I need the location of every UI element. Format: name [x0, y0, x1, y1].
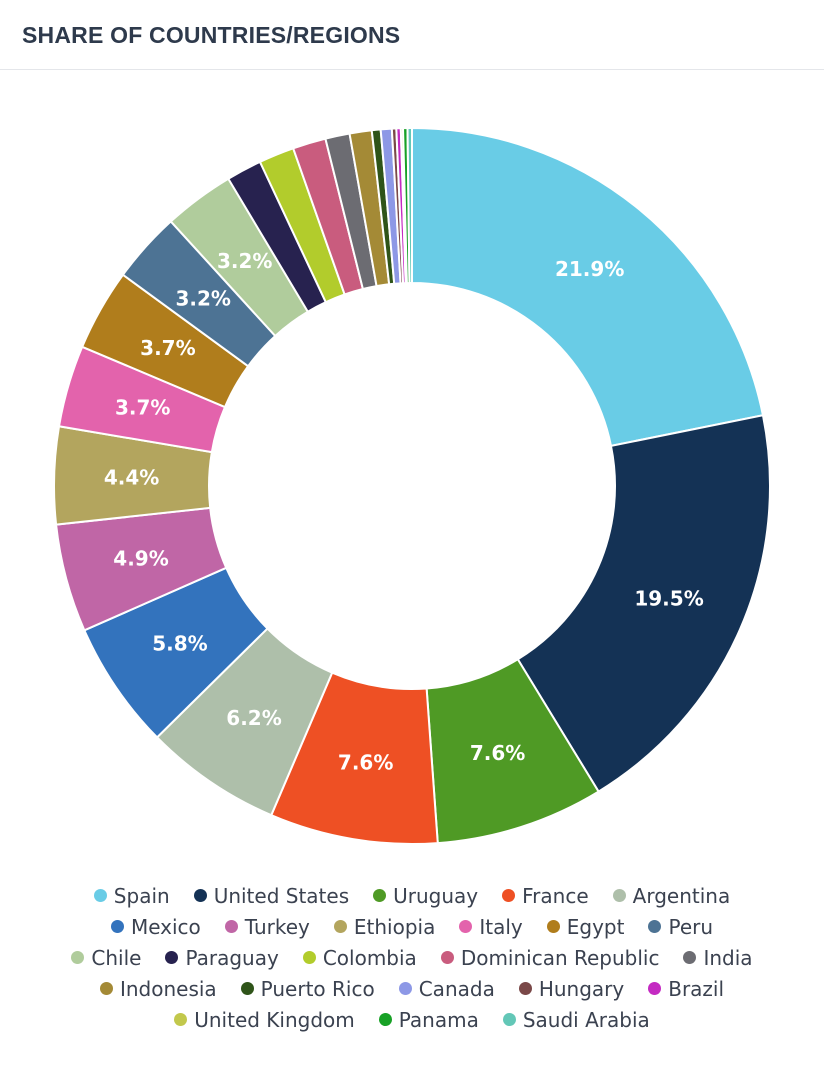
chart-legend: Spain United States Uruguay France Argentina…: [20, 880, 804, 1035]
legend-swatch: [648, 982, 662, 995]
legend-label: Argentina: [632, 883, 731, 908]
legend-swatch: [99, 982, 113, 995]
legend-label: Puerto Rico: [260, 976, 375, 1001]
chart-header: SHARE OF COUNTRIES/REGIONS: [0, 0, 824, 70]
slice-label-turkey: 4.9%: [113, 547, 168, 571]
legend-swatch: [502, 1013, 516, 1026]
legend-label: Indonesia: [119, 976, 217, 1001]
slice-label-italy: 3.7%: [115, 396, 170, 420]
slice-saudi-arabia[interactable]: [406, 126, 413, 285]
legend-row: Chile Paraguay Colombia Dominican Republic I…: [59, 942, 764, 973]
legend-swatch: [612, 889, 626, 902]
legend-item-united-states[interactable]: United States: [193, 883, 350, 908]
legend-item-ethiopia[interactable]: Ethiopia: [333, 914, 436, 939]
legend-row: Spain United States Uruguay France Argentina: [82, 880, 742, 911]
legend-item-colombia[interactable]: Colombia: [302, 945, 417, 970]
legend-label: United Kingdom: [194, 1007, 355, 1032]
legend-label: Egypt: [566, 914, 625, 939]
legend-swatch: [378, 1013, 392, 1026]
legend-item-panama[interactable]: Panama: [378, 1007, 479, 1032]
slice-label-argentina: 6.2%: [226, 706, 281, 730]
legend-label: Peru: [668, 914, 714, 939]
chart-title: SHARE OF COUNTRIES/REGIONS: [22, 22, 401, 48]
legend-swatch: [683, 951, 697, 964]
legend-item-egypt[interactable]: Egypt: [546, 914, 625, 939]
legend-item-peru[interactable]: Peru: [648, 915, 713, 939]
legend-item-united-kingdom[interactable]: United Kingdom: [174, 1008, 355, 1032]
legend-item-paraguay[interactable]: Paraguay: [165, 945, 279, 970]
legend-swatch: [648, 920, 662, 933]
legend-label: Hungary: [538, 976, 625, 1001]
legend-item-uruguay[interactable]: Uruguay: [373, 884, 478, 908]
legend-label: Colombia: [322, 945, 417, 970]
legend-swatch: [502, 889, 516, 902]
legend-label: Brazil: [668, 976, 725, 1001]
legend-swatch: [440, 951, 454, 964]
slice-label-uruguay: 7.6%: [470, 741, 525, 765]
legend-label: Saudi Arabia: [522, 1007, 650, 1032]
legend-row: Indonesia Puerto Rico Canada Hungary Brazil: [88, 973, 736, 1004]
legend-item-france[interactable]: France: [502, 884, 589, 908]
legend-swatch: [302, 951, 316, 964]
legend-item-hungary[interactable]: Hungary: [518, 976, 625, 1001]
legend-swatch: [174, 1013, 188, 1026]
legend-item-indonesia[interactable]: Indonesia: [99, 976, 217, 1001]
legend-swatch: [546, 920, 560, 933]
legend-item-saudi-arabia[interactable]: Saudi Arabia: [502, 1007, 650, 1032]
legend-swatch: [240, 982, 254, 995]
legend-row: United Kingdom Panama Saudi Arabia: [162, 1004, 662, 1035]
slice-label-peru: 3.2%: [176, 287, 231, 311]
legend-swatch: [110, 920, 124, 933]
slice-spain[interactable]: [411, 126, 765, 448]
slice-label-spain: 21.9%: [555, 257, 624, 281]
legend-item-spain[interactable]: Spain: [93, 883, 170, 908]
slice-label-chile: 3.2%: [217, 249, 272, 273]
slice-label-france: 7.6%: [338, 751, 393, 775]
legend-swatch: [71, 951, 85, 964]
legend-item-turkey[interactable]: Turkey: [224, 914, 310, 939]
legend-label: Italy: [479, 914, 523, 939]
legend-swatch: [518, 982, 532, 995]
legend-label: Spain: [113, 883, 170, 908]
legend-label: Mexico: [130, 914, 201, 939]
legend-item-canada[interactable]: Canada: [398, 976, 495, 1001]
legend-label: Canada: [418, 976, 495, 1001]
legend-label: Panama: [398, 1007, 479, 1032]
legend-swatch: [459, 920, 473, 933]
legend-label: India: [703, 945, 753, 970]
legend-swatch: [333, 920, 347, 933]
legend-item-brazil[interactable]: Brazil: [648, 977, 724, 1001]
legend-label: Paraguay: [185, 945, 279, 970]
legend-label: Ethiopia: [353, 914, 436, 939]
legend-swatch: [165, 951, 179, 964]
legend-swatch: [193, 889, 207, 902]
legend-label: United States: [213, 883, 350, 908]
legend-label: Turkey: [244, 914, 310, 939]
legend-item-italy[interactable]: Italy: [459, 914, 523, 939]
legend-label: Dominican Republic: [460, 945, 660, 970]
slice-united-states[interactable]: [516, 414, 771, 793]
slice-label-united-states: 19.5%: [634, 586, 703, 610]
legend-swatch: [93, 889, 107, 902]
legend-item-puerto-rico[interactable]: Puerto Rico: [240, 976, 375, 1001]
legend-label: Uruguay: [393, 883, 479, 908]
legend-label: Chile: [91, 945, 142, 970]
donut-chart: 21.9% 19.5% 7.6% 7.6% 6.2% 5.8% 4.9% 4.4% 3.7% 3.…: [53, 126, 771, 845]
legend-swatch: [224, 920, 238, 933]
legend-row: Mexico Turkey Ethiopia Italy Egypt Peru: [99, 911, 725, 942]
legend-item-chile[interactable]: Chile: [71, 946, 141, 970]
slice-label-ethiopia: 4.4%: [104, 466, 159, 490]
slice-label-mexico: 5.8%: [152, 632, 207, 656]
legend-swatch: [398, 982, 412, 995]
legend-item-argentina[interactable]: Argentina: [612, 883, 731, 908]
legend-item-dominican-republic[interactable]: Dominican Republic: [440, 945, 660, 970]
legend-item-india[interactable]: India: [683, 945, 753, 970]
slice-label-egypt: 3.7%: [140, 336, 195, 360]
legend-item-mexico[interactable]: Mexico: [110, 914, 201, 939]
legend-label: France: [522, 883, 589, 908]
legend-swatch: [373, 889, 387, 902]
